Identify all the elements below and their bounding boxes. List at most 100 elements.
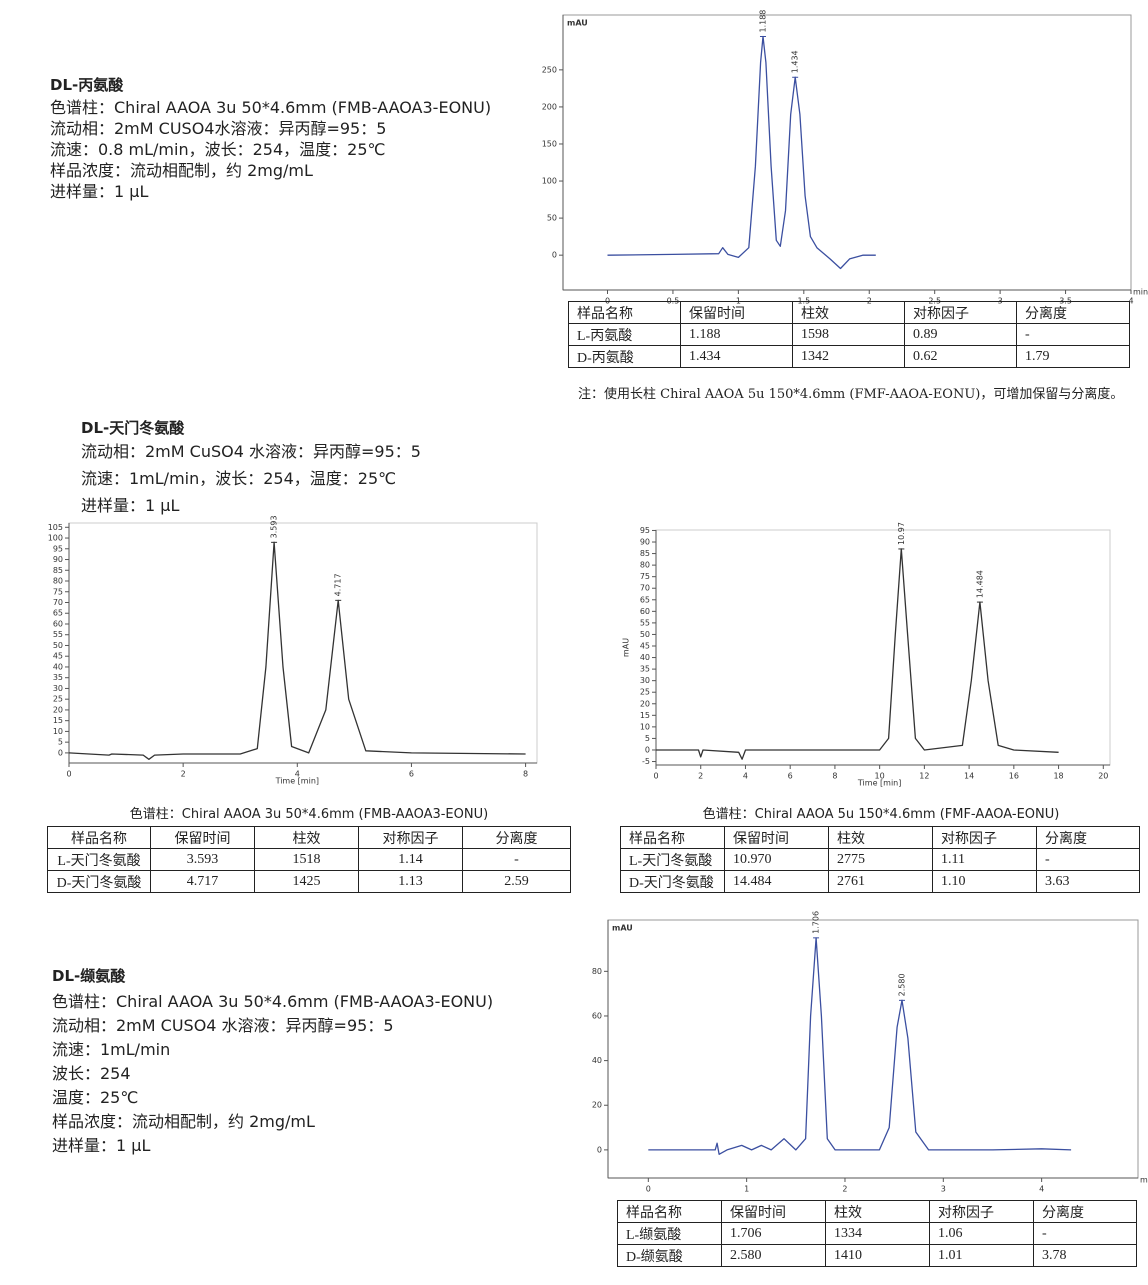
y-tick-label: 0 [58,748,63,757]
table-row: 样品名称 保留时间 柱效 对称因子 分离度 [47,826,571,849]
result-table: 样品名称 保留时间 柱效 对称因子 分离度 L-天门冬氨酸 10.970 2775 1.11- D… [620,826,1140,893]
y-tick-label: 45 [53,652,63,661]
x-tick-label: 6 [409,770,414,779]
table-cell: 柱效 [825,1200,930,1223]
y-tick-label: 50 [547,214,557,223]
y-tick-label: 105 [48,523,63,532]
x-tick-label: 2 [698,772,703,781]
table-cell: 柱效 [792,301,905,324]
y-tick-label: 5 [645,734,650,743]
y-tick-label: 75 [53,587,63,596]
y-tick-label: 70 [640,584,650,593]
table-cell: 14.484 [724,870,829,893]
table-cell: 保留时间 [724,826,829,849]
spec-line: 流速：0.8 mL/min，波长：254，温度：25℃ [50,140,386,159]
spec-line: 波长：254 [52,1064,131,1083]
spec-line: 进样量：1 μL [52,1136,151,1155]
y-tick-label: 25 [640,688,650,697]
x-tick-label: 14 [964,772,974,781]
table-row: D-天门冬氨酸 14.484 2761 1.10 3.63 [620,870,1140,893]
table-cell: 样品名称 [617,1200,722,1223]
table-row: D-丙氨酸 1.434 1342 0.62 1.79 [568,345,1130,368]
table-cell: 分离度 [1016,301,1130,324]
y-tick-label: 45 [640,641,650,650]
y-tick-label: 5 [58,738,63,747]
table-row: 样品名称 保留时间 柱效 对称因子 分离度 [568,301,1130,324]
table-cell: 2775 [828,848,933,871]
x-axis-label: min [1140,1176,1148,1185]
table-cell: 1598 [792,323,905,346]
x-tick-label: 4 [295,770,300,779]
table-cell: 分离度 [1036,826,1140,849]
table-cell: - [1036,848,1140,871]
y-tick-label: 30 [53,684,63,693]
table-cell: 10.970 [724,848,829,871]
x-tick-label: 8 [832,772,837,781]
peak-label: 4.717 [334,573,343,596]
y-tick-label: 35 [53,673,63,682]
table-cell: 2.580 [721,1244,826,1267]
peak-label: 14.484 [975,570,984,598]
chromatogram-line [68,541,526,760]
table-cell: 对称因子 [932,826,1037,849]
table-cell: 4.717 [150,870,255,893]
table-cell: 柱效 [254,826,359,849]
table-cell: 1.79 [1016,345,1130,368]
y-tick-label: 40 [592,1056,602,1065]
result-table: 样品名称 保留时间 柱效 对称因子 分离度 L-缬氨酸 1.706 1334 1.06- D-缬氨… [617,1200,1137,1267]
y-tick-label: 65 [53,609,63,618]
table-cell: 1.14 [358,848,463,871]
y-axis-label: mAU [567,19,588,28]
table-cell: 样品名称 [620,826,725,849]
y-tick-label: 60 [53,619,63,628]
table-cell: 柱效 [828,826,933,849]
table-cell: D-缬氨酸 [617,1244,722,1267]
table-cell: 1.06 [929,1222,1034,1245]
table-cell: L-缬氨酸 [617,1222,722,1245]
x-axis-label: Time [min] [275,777,319,786]
table-cell: 1518 [254,848,359,871]
section-title: DL-丙氨酸 [50,76,124,94]
table-cell: 保留时间 [680,301,793,324]
y-tick-label: 55 [53,630,63,639]
y-tick-label: 20 [640,699,650,708]
peak-label: 1.434 [791,50,800,73]
table-cell: 1.188 [680,323,793,346]
y-tick-label: 90 [640,538,650,547]
y-tick-label: 10 [640,722,650,731]
table-cell: 0.62 [904,345,1017,368]
table-cell: 1.01 [929,1244,1034,1267]
x-tick-label: 20 [1098,772,1108,781]
plot-frame [562,14,1132,291]
table-cell: 对称因子 [929,1200,1034,1223]
x-tick-label: 0 [66,770,71,779]
x-tick-label: 6 [788,772,793,781]
x-tick-label: 10 [875,772,885,781]
y-tick-label: 40 [640,653,650,662]
x-tick-label: 18 [1053,772,1063,781]
y-tick-label: 80 [592,967,602,976]
y-tick-label: 100 [542,177,557,186]
peak-label: 1.188 [758,10,767,33]
y-tick-label: 0 [597,1145,602,1154]
x-tick-label: 0 [646,1185,651,1194]
spec-line: 样品浓度：流动相配制，约 2mg/mL [52,1112,315,1131]
spec-line: 色谱柱：Chiral AAOA 3u 50*4.6mm (FMB-AAOA3-E… [52,992,494,1011]
table-cell: 1342 [792,345,905,368]
chromatogram-line [648,937,1072,1155]
spec-line: 流动相：2mM CuSO4 水溶液：异丙醇=95：5 [81,442,421,461]
y-axis-label: mAU [622,638,631,657]
table-cell: D-天门冬氨酸 [620,870,725,893]
table-cell: - [1016,323,1130,346]
y-tick-label: 85 [53,566,63,575]
y-tick-label: 20 [592,1101,602,1110]
note: 注：使用长柱 Chiral AAOA 5u 150*4.6mm (FMF-AAO… [578,387,1124,402]
result-table: 样品名称 保留时间 柱效 对称因子 分离度 L-丙氨酸 1.188 1598 0.89- D-丙氨… [568,301,1130,368]
y-tick-label: 200 [542,102,557,111]
section-title: DL-缬氨酸 [52,967,126,985]
table-cell: 样品名称 [568,301,681,324]
plot-frame [607,919,1139,1179]
y-tick-label: 10 [53,727,63,736]
y-tick-label: 60 [592,1011,602,1020]
